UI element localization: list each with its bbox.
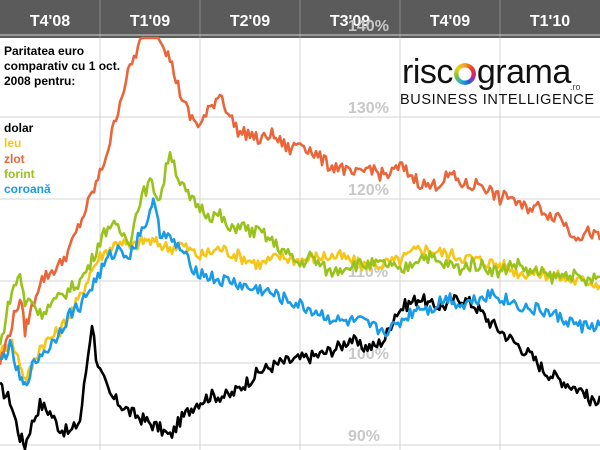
logo-wordmark-right: grama	[476, 53, 571, 91]
x-tick-label: T3'09	[330, 13, 370, 30]
series-line-forint	[0, 151, 600, 346]
logo-wordmark-left: risc	[402, 53, 453, 91]
x-tick-label: T4'09	[430, 13, 470, 30]
series-line-dolar	[0, 293, 600, 450]
logo-domain: .ro	[570, 82, 581, 92]
legend-item-dolar: dolar	[4, 121, 34, 135]
y-tick-label: 120%	[348, 182, 389, 199]
series-line-zlot	[0, 36, 600, 366]
logo-subtitle: BUSINESS INTELLIGENCE	[400, 92, 595, 108]
legend-item-leu: leu	[4, 136, 22, 151]
legend-item-zlot: zlot	[4, 151, 25, 166]
x-tick-label: T4'08	[30, 13, 70, 30]
logo-ring-icon	[453, 63, 476, 85]
x-tick-label: T1'09	[130, 13, 170, 30]
legend-item-forint: forint	[4, 166, 35, 181]
legend-item-coroană: coroană	[4, 182, 51, 197]
y-tick-label: 130%	[348, 100, 389, 117]
chart-legend: dolar leu zlot forint coroană	[4, 121, 51, 197]
y-tick-label: 100%	[348, 346, 389, 363]
riscograma-logo: risc grama .ro BUSINESS INTELLIGENCE	[398, 52, 598, 112]
y-tick-label: 90%	[348, 428, 380, 445]
x-tick-label: T1'10	[530, 13, 570, 30]
chart-title: Paritatea euro comparativ cu 1 oct. 2008…	[4, 44, 121, 88]
logo-wordmark: risc grama	[402, 52, 571, 92]
x-tick-label: T2'09	[230, 13, 270, 30]
series-line-coroană	[0, 197, 600, 387]
y-tick-label: 140%	[348, 18, 389, 35]
